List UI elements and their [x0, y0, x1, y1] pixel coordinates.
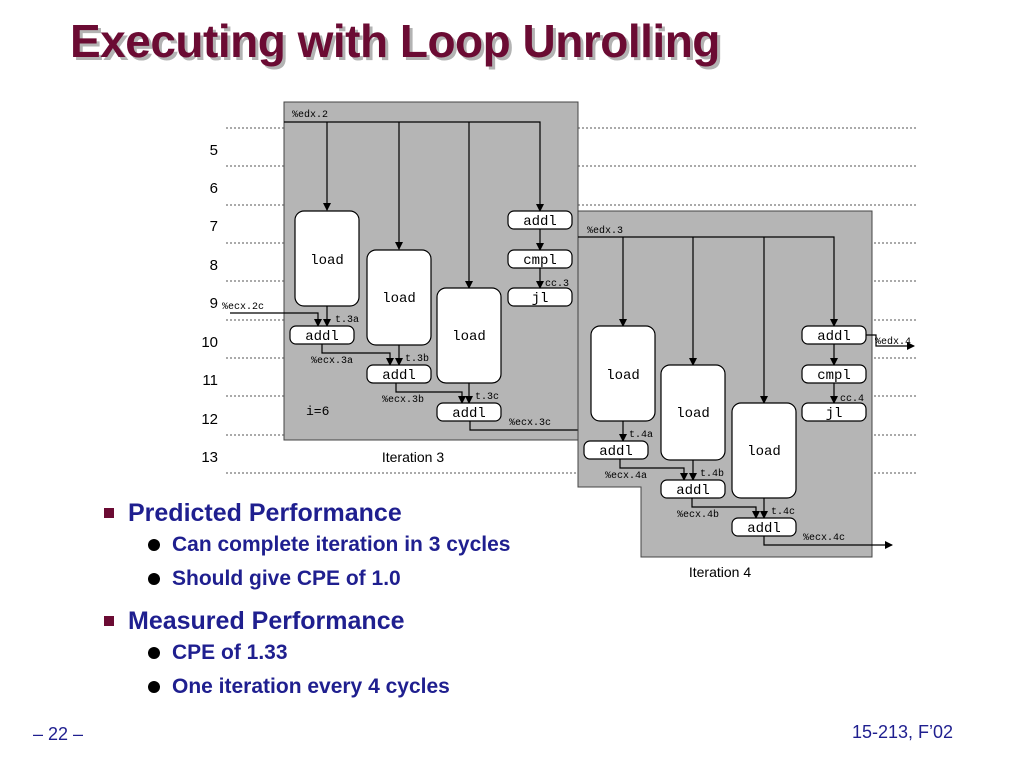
cycle-label: 6 — [210, 180, 218, 197]
bullet-text: Measured Performance — [128, 606, 405, 635]
dataflow-diagram: 5 6 7 8 9 10 11 12 13 %edx.2 load — [201, 101, 916, 580]
cmpl-label: cmpl — [817, 368, 851, 384]
square-bullet-icon — [104, 616, 114, 626]
load-unit — [590, 325, 656, 422]
ctrl-addl-unit — [507, 210, 573, 230]
load-unit — [294, 210, 360, 307]
square-bullet-icon — [104, 508, 114, 518]
course-label: 15-213, F’02 — [852, 722, 954, 742]
addl-label: addl — [599, 444, 633, 460]
sub-bullet-text: One iteration every 4 cycles — [172, 675, 450, 698]
bullet-item: Measured Performance — [104, 606, 510, 636]
cmpl-unit — [507, 249, 573, 269]
iteration-4-block: %edx.3 load load load addl addl addl — [577, 210, 915, 580]
register-label: %ecx.4b — [677, 509, 719, 521]
load-label: load — [676, 406, 710, 422]
sub-bullet-text: Should give CPE of 1.0 — [172, 567, 401, 590]
cycle-label: 5 — [210, 142, 218, 159]
register-label: t.3b — [405, 353, 429, 365]
jl-label: jl — [826, 406, 843, 422]
dot-bullet-icon — [148, 573, 160, 585]
ctrl-addl-label: addl — [523, 214, 557, 230]
sub-bullet-text: CPE of 1.33 — [172, 641, 288, 664]
register-label: %ecx.3c — [509, 418, 551, 429]
register-label: t.4b — [700, 468, 724, 480]
cmpl-unit — [801, 364, 867, 384]
load-unit — [731, 402, 797, 499]
sub-bullet-item: Can complete iteration in 3 cycles — [148, 528, 510, 562]
addl-label: addl — [305, 329, 339, 345]
addl-label: addl — [747, 521, 781, 537]
load-unit — [366, 249, 432, 346]
load-label: load — [747, 444, 781, 460]
bullet-item: Predicted Performance — [104, 498, 510, 528]
cmpl-label: cmpl — [523, 253, 557, 269]
load-label: load — [310, 253, 344, 269]
bullet-list: Predicted Performance Can complete itera… — [104, 494, 510, 704]
jl-label: jl — [532, 291, 549, 307]
slide-title: Executing with Loop Unrolling — [70, 15, 720, 67]
addl-unit — [731, 517, 797, 537]
edx-out-label: %edx.4 — [875, 336, 911, 348]
cycle-label: 9 — [210, 295, 218, 312]
ctrl-addl-label: addl — [817, 329, 851, 345]
load-unit — [436, 287, 502, 384]
cc-label: cc.4 — [840, 394, 864, 405]
load-label: load — [452, 329, 486, 345]
dot-bullet-icon — [148, 681, 160, 693]
cycle-label: 13 — [201, 449, 218, 466]
sub-bullet-item: CPE of 1.33 — [148, 636, 510, 670]
cycle-label: 11 — [202, 372, 218, 389]
addl-unit — [583, 440, 649, 460]
addl-label: addl — [452, 406, 486, 422]
cycle-labels: 5 6 7 8 9 10 11 12 13 — [201, 142, 218, 466]
slide-number: – 22 – — [33, 724, 84, 744]
register-label: %ecx.3b — [382, 394, 424, 406]
addl-label: addl — [382, 368, 416, 384]
dot-bullet-icon — [148, 647, 160, 659]
cycle-label: 7 — [210, 218, 218, 235]
ecx-in-label: %ecx.2c — [222, 302, 264, 313]
cc-label: cc.3 — [545, 279, 569, 290]
ctrl-addl-unit — [801, 325, 867, 345]
jl-unit — [801, 402, 867, 422]
sub-bullet-text: Can complete iteration in 3 cycles — [172, 533, 511, 556]
addl-unit — [660, 479, 726, 499]
edx-in-label: %edx.3 — [587, 225, 623, 237]
addl-unit — [289, 325, 355, 345]
dot-bullet-icon — [148, 539, 160, 551]
load-unit — [660, 364, 726, 461]
cycle-label: 10 — [201, 334, 218, 351]
register-label: t.4a — [629, 430, 653, 441]
register-label: %ecx.3a — [311, 356, 353, 367]
bullet-text: Predicted Performance — [128, 498, 402, 527]
cycle-label: 8 — [210, 257, 218, 274]
register-label: t.3c — [475, 392, 499, 403]
register-label: t.3a — [335, 315, 359, 326]
sub-bullet-item: One iteration every 4 cycles — [148, 670, 510, 704]
addl-label: addl — [676, 483, 710, 499]
addl-unit — [366, 364, 432, 384]
register-label: %ecx.4a — [605, 471, 647, 482]
addl-unit — [436, 402, 502, 422]
register-label: %ecx.4c — [803, 533, 845, 544]
jl-unit — [507, 287, 573, 307]
iteration-3-block: %edx.2 load load load addl addl addl — [222, 101, 608, 465]
iteration-4-caption: Iteration 4 — [689, 564, 751, 580]
load-label: load — [382, 291, 416, 307]
loop-index-label: i=6 — [306, 404, 329, 419]
cycle-label: 12 — [201, 411, 218, 428]
register-label: t.4c — [771, 507, 795, 518]
iteration-3-caption: Iteration 3 — [382, 449, 444, 465]
load-label: load — [606, 368, 640, 384]
sub-bullet-item: Should give CPE of 1.0 — [148, 562, 510, 596]
edx-in-label: %edx.2 — [292, 109, 328, 121]
